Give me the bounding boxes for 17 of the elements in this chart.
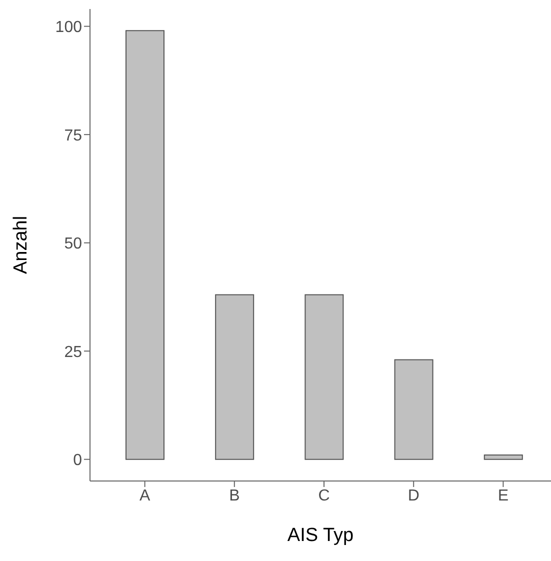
x-axis-title: AIS Typ: [287, 525, 354, 546]
bar: [215, 294, 254, 460]
bar: [304, 294, 344, 460]
y-tick-label: 25: [64, 344, 82, 361]
y-tick-label: 0: [73, 452, 82, 470]
bar: [125, 30, 164, 460]
bar: [394, 359, 434, 460]
x-tick-label: E: [498, 487, 509, 504]
y-tick-label: 100: [55, 19, 82, 36]
x-tick-label: D: [408, 487, 420, 504]
y-axis-title: Anzahl: [10, 216, 32, 274]
y-tick-label: 50: [64, 236, 82, 253]
x-tick-label: C: [318, 487, 330, 504]
x-tick-label: B: [229, 487, 240, 504]
bar: [484, 454, 523, 460]
x-tick-label: A: [139, 487, 150, 504]
y-tick-label: 75: [64, 127, 82, 144]
